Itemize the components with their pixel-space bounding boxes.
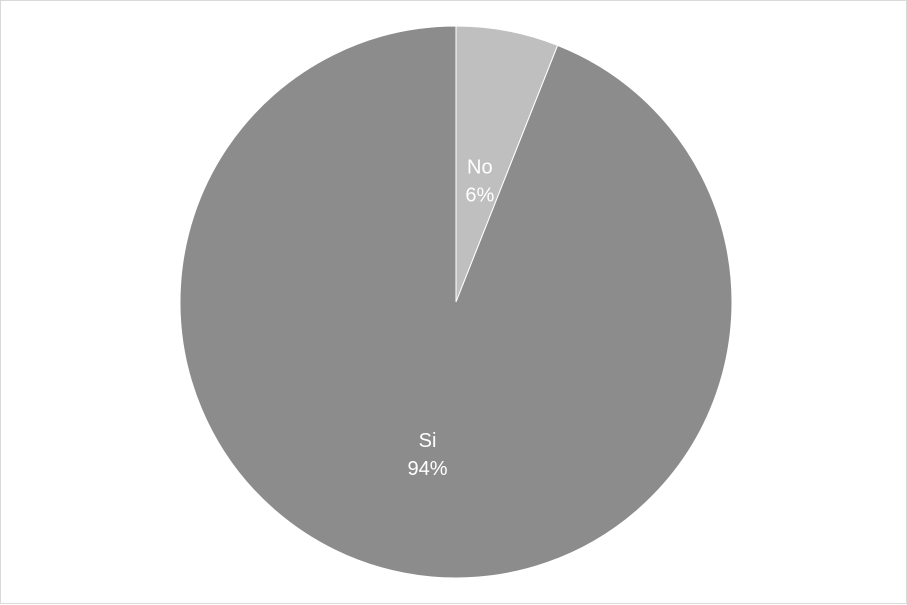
slice-label-name-si: Si xyxy=(419,430,437,452)
pie-slice-si xyxy=(179,25,733,579)
pie-slices xyxy=(179,25,733,579)
slice-label-value-si: 94% xyxy=(408,458,448,480)
pie-labels: No 6% Si 94% xyxy=(408,156,495,480)
slice-label-value-no: 6% xyxy=(465,184,494,206)
slice-label-name-no: No xyxy=(467,156,493,178)
